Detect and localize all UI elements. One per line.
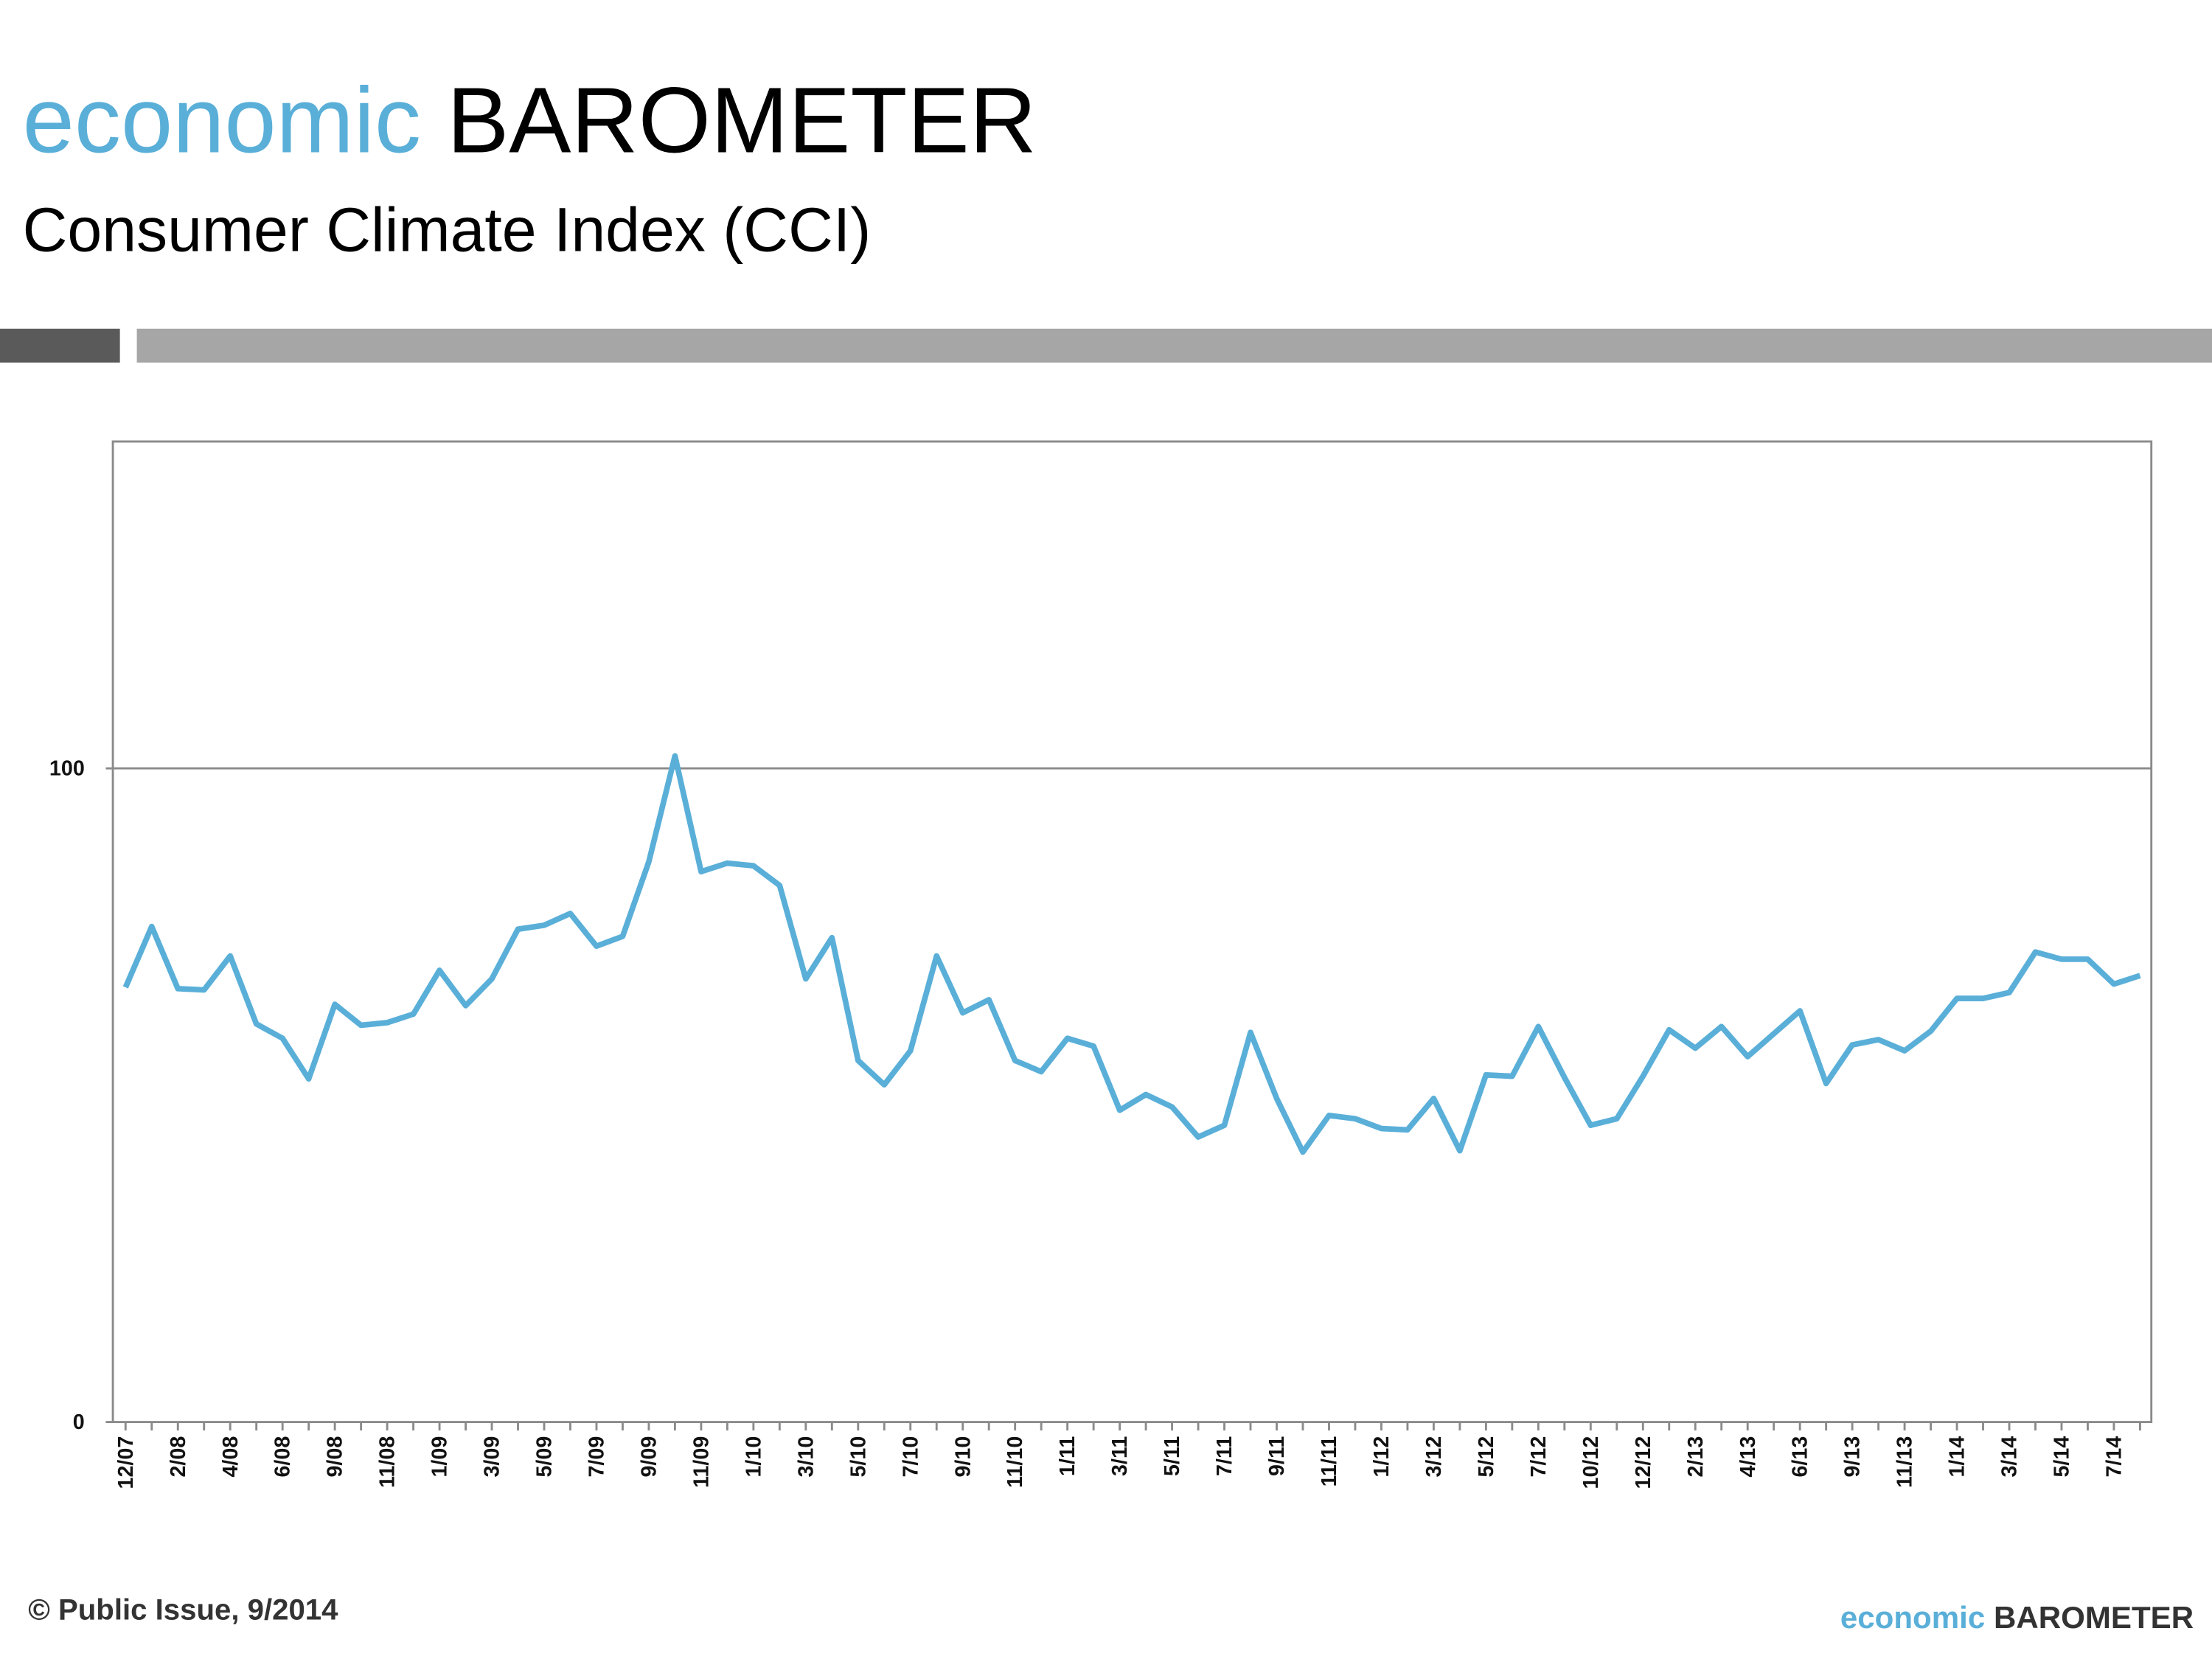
header-bar-dark: [0, 328, 120, 363]
x-tick-label: 7/09: [585, 1436, 609, 1478]
x-tick-label: 2/08: [167, 1436, 190, 1478]
footer-brand: economic BAROMETER: [1840, 1600, 2194, 1635]
brand-part: BAROMETER: [447, 69, 1037, 173]
x-tick-label: 6/08: [271, 1436, 295, 1478]
x-tick-label: 1/11: [1056, 1436, 1079, 1476]
x-tick-label: 1/12: [1370, 1436, 1394, 1478]
x-tick-label: 4/13: [1736, 1436, 1760, 1478]
x-tick-label: 12/07: [114, 1436, 138, 1489]
brand-part: economic: [1840, 1600, 1985, 1635]
x-tick-label: 9/09: [637, 1436, 661, 1478]
x-tick-label: 7/11: [1213, 1436, 1237, 1476]
x-tick-label: 1/09: [428, 1436, 452, 1478]
x-tick-label: 12/12: [1632, 1436, 1655, 1489]
x-tick-label: 7/14: [2103, 1436, 2126, 1478]
x-tick-label: 9/11: [1265, 1436, 1289, 1476]
x-tick-label: 5/12: [1475, 1436, 1498, 1478]
x-tick-label: 11/13: [1893, 1436, 1917, 1488]
brand-title: economic BAROMETER: [23, 69, 1037, 173]
x-tick-label: 3/12: [1422, 1436, 1446, 1478]
x-tick-label: 9/08: [324, 1436, 347, 1478]
x-tick-label: 3/14: [1998, 1436, 2022, 1478]
x-tick-label: 7/10: [899, 1436, 922, 1478]
x-tick-label: 9/10: [951, 1436, 975, 1478]
x-tick-label: 6/13: [1789, 1436, 1812, 1478]
x-tick-label: 5/10: [846, 1436, 870, 1478]
x-tick-label: 5/09: [533, 1436, 557, 1478]
x-tick-label: 7/12: [1527, 1436, 1551, 1478]
x-tick-label: 1/10: [742, 1436, 765, 1478]
x-tick-label: 5/11: [1161, 1436, 1184, 1476]
y-tick-label: 0: [73, 1411, 85, 1434]
header-bar-light: [136, 328, 2212, 363]
x-tick-label: 11/11: [1318, 1436, 1341, 1487]
plot-border: [111, 440, 2153, 1424]
brand-part: economic: [23, 69, 421, 173]
copyright: © Public Issue, 9/2014: [28, 1593, 338, 1626]
y-tick-label: 100: [49, 757, 85, 781]
cci-line: [122, 753, 2141, 1155]
x-tick-label: 11/08: [376, 1436, 400, 1488]
x-tick-label: 2/13: [1684, 1436, 1708, 1478]
x-tick-label: 4/08: [219, 1436, 243, 1478]
x-tick-label: 3/11: [1108, 1436, 1132, 1476]
x-tick-label: 9/13: [1841, 1436, 1865, 1478]
x-tick-label: 1/14: [1946, 1436, 1969, 1478]
x-tick-label: 11/10: [1004, 1436, 1027, 1488]
x-tick-label: 11/09: [689, 1436, 713, 1488]
x-tick-label: 5/14: [2051, 1436, 2074, 1478]
x-tick-label: 3/10: [794, 1436, 818, 1478]
subtitle: Consumer Climate Index (CCI): [23, 195, 872, 265]
x-tick-label: 3/09: [481, 1436, 504, 1478]
x-tick-label: 10/12: [1579, 1436, 1603, 1489]
brand-part: BAROMETER: [1994, 1600, 2194, 1635]
